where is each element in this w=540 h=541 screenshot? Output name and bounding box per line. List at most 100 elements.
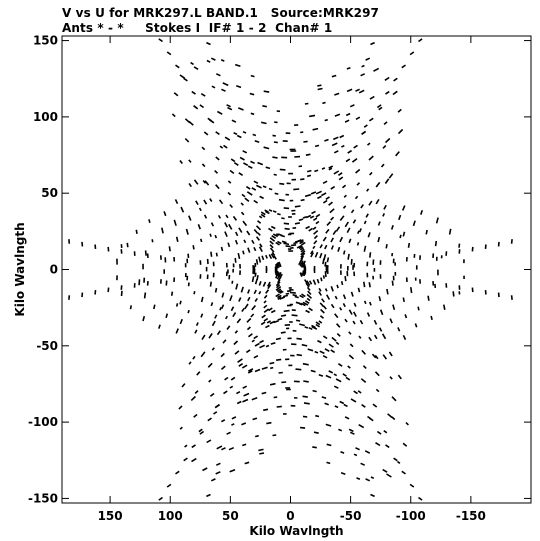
uv-sample-mark (242, 250, 245, 255)
uv-sample-mark (184, 118, 191, 124)
uv-sample-mark (233, 162, 239, 166)
uv-sample-mark (353, 302, 357, 307)
uv-sample-mark (221, 419, 226, 423)
uv-sample-mark (302, 263, 305, 268)
uv-sample-mark (346, 66, 351, 70)
uv-sample-mark (319, 302, 325, 308)
uv-sample-mark (211, 347, 215, 351)
x-tick-label: -150 (456, 509, 486, 523)
uv-sample-mark (275, 285, 282, 291)
uv-sample-mark (276, 262, 281, 268)
uv-sample-mark (335, 378, 342, 383)
uv-sample-mark (332, 136, 339, 141)
uv-sample-mark (236, 390, 241, 395)
uv-sample-mark (320, 308, 325, 314)
uv-sample-mark (188, 159, 192, 163)
uv-arm-mark (370, 41, 375, 46)
uv-sample-mark (221, 292, 225, 298)
uv-sample-mark (174, 199, 179, 205)
uv-sample-mark (389, 376, 393, 380)
uv-sample-mark (236, 84, 242, 89)
uv-sample-mark (342, 294, 347, 300)
uv-sample-mark (240, 286, 244, 293)
x-tick-label: 0 (286, 509, 294, 523)
uv-sample-mark (195, 200, 199, 206)
uv-sample-mark (244, 303, 249, 310)
uv-sample-mark (210, 222, 215, 227)
uv-sample-mark (344, 275, 347, 282)
uv-sample-mark (395, 151, 400, 157)
uv-sample-mark (271, 235, 277, 239)
uv-sample-mark (397, 128, 404, 135)
uv-sample-mark (256, 184, 262, 189)
uv-points (68, 38, 513, 501)
uv-sample-mark (309, 215, 315, 219)
uv-sample-mark (309, 114, 316, 118)
uv-arm-mark (191, 90, 196, 95)
uv-sample-mark (275, 263, 278, 270)
uv-arm-mark (265, 210, 270, 215)
uv-sample-mark (263, 146, 270, 150)
uv-sample-mark (213, 411, 218, 415)
uv-sample-mark (240, 202, 244, 206)
uv-sample-mark (341, 184, 347, 189)
uv-arm-mark (299, 240, 304, 245)
uv-sample-mark (216, 445, 223, 450)
uv-sample-mark (382, 468, 388, 473)
uv-sample-mark (315, 220, 320, 225)
uv-sample-mark (243, 162, 249, 167)
uv-sample-mark (203, 214, 208, 219)
uv-sample-mark (229, 295, 233, 302)
uv-sample-mark (251, 339, 255, 343)
uv-sample-mark (391, 396, 397, 402)
uv-sample-mark (214, 170, 219, 174)
uv-arm-mark (353, 390, 358, 395)
uv-sample-mark (402, 442, 408, 447)
uv-sample-mark (236, 318, 242, 324)
uv-sample-mark (229, 468, 236, 473)
uv-sample-mark (352, 320, 356, 325)
uv-sample-mark (273, 173, 277, 176)
uv-sample-mark (262, 185, 267, 189)
uv-sample-mark (190, 395, 196, 401)
uv-sample-mark (258, 281, 262, 286)
uv-arm-mark (253, 180, 259, 185)
uv-arm-mark (393, 77, 398, 82)
uv-sample-mark (291, 314, 298, 317)
uv-sample-mark (323, 254, 327, 261)
uv-sample-mark (204, 180, 210, 186)
uv-sample-mark (375, 388, 380, 393)
uv-sample-mark (304, 193, 312, 198)
uv-sample-mark (334, 405, 339, 409)
uv-sample-mark (251, 397, 258, 401)
uv-sample-mark (260, 211, 266, 216)
uv-sample-mark (399, 234, 402, 239)
uv-arm-mark (231, 416, 237, 420)
uv-sample-mark (359, 319, 364, 325)
uv-sample-mark (350, 209, 355, 214)
uv-sample-mark (307, 174, 312, 178)
uv-sample-mark (364, 450, 371, 454)
uv-sample-mark (319, 252, 323, 259)
uv-sample-mark (227, 180, 232, 184)
uv-arm-mark (385, 90, 390, 95)
uv-sample-mark (126, 242, 129, 248)
uv-sample-mark (215, 184, 220, 190)
uv-arm-mark (238, 172, 244, 176)
uv-sample-mark (352, 311, 357, 317)
x-axis-label: Kilo Wavlngth (249, 524, 343, 538)
uv-sample-mark (188, 215, 192, 221)
uv-sample-mark (301, 343, 308, 347)
uv-sample-mark (269, 244, 274, 249)
uv-arm-mark (183, 77, 188, 82)
uv-sample-mark (158, 324, 161, 329)
uv-sample-mark (412, 220, 416, 227)
uv-sample-mark (196, 371, 201, 376)
uv-arm-mark (339, 134, 345, 139)
uv-arm-mark (337, 363, 343, 367)
uv-sample-mark (304, 326, 309, 329)
uv-sample-mark (310, 369, 316, 373)
uv-sample-mark (330, 286, 334, 292)
uv-sample-mark (324, 402, 329, 406)
uv-sample-mark (195, 322, 199, 327)
